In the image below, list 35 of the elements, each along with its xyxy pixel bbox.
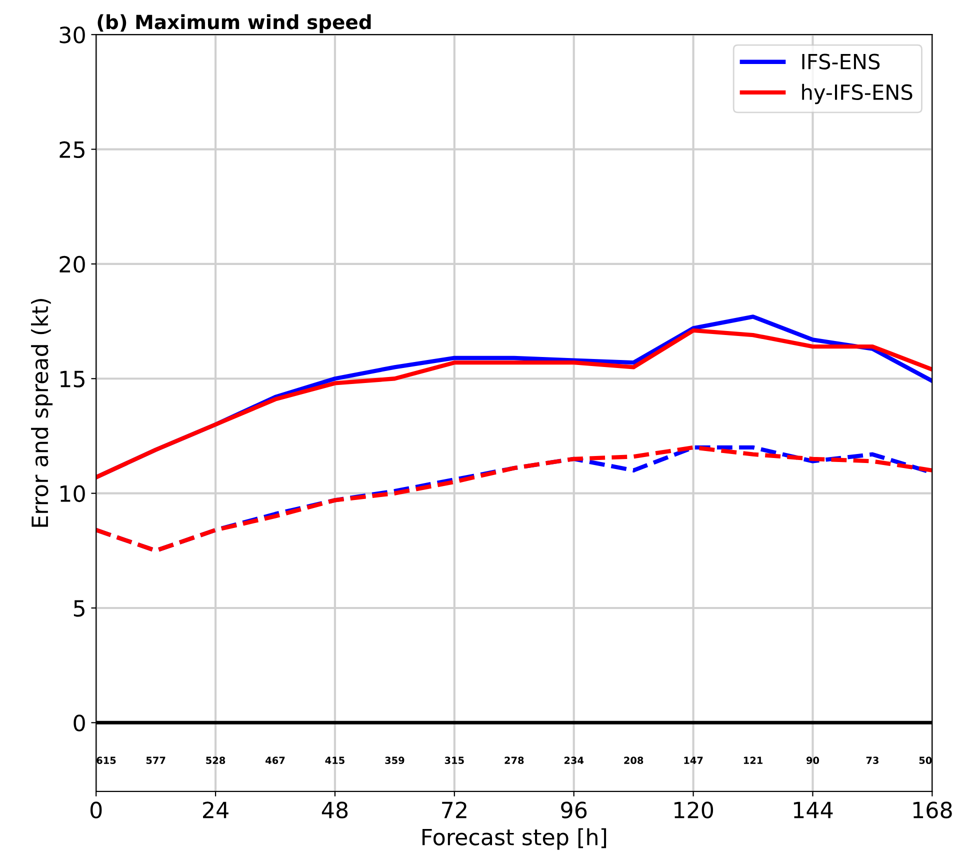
legend-label: hy-IFS-ENS [802, 84, 912, 104]
chart-title: (b) Maximum wind speed [98, 14, 371, 34]
annotation: 615 [96, 756, 116, 764]
x-tick-label: 120 [674, 802, 714, 818]
x-axis-title: Forecast step [h] [422, 828, 606, 850]
y-axis-title: Error and spread (kt) [31, 299, 53, 527]
annotation: 90 [806, 756, 820, 764]
y-tick-label: 25 [60, 141, 84, 158]
annotation: 278 [504, 756, 524, 764]
annotation: 234 [564, 756, 584, 764]
legend-label: IFS-ENS [802, 54, 880, 70]
annotation: 208 [624, 756, 644, 764]
x-tick-label: 72 [442, 802, 466, 818]
annotation: 73 [866, 756, 878, 764]
x-tick-label: 96 [561, 802, 587, 818]
annotation: 315 [444, 756, 464, 764]
y-tick-label: 30 [60, 26, 85, 44]
x-tick-label: 144 [794, 802, 833, 818]
line-series [96, 445, 932, 553]
x-tick-label: 24 [203, 802, 228, 818]
annotation: 359 [385, 756, 404, 764]
y-tick-label: 0 [74, 714, 85, 732]
annotation: 528 [206, 756, 226, 764]
annotation: 147 [684, 756, 703, 764]
y-tick-label: 10 [60, 485, 85, 502]
annotation: 121 [744, 756, 762, 764]
y-tick-label: 20 [60, 256, 85, 273]
annotation: 467 [266, 756, 285, 764]
x-tick-label: 168 [913, 802, 952, 818]
y-tick-label: 15 [60, 370, 84, 388]
annotation: 577 [146, 756, 166, 764]
x-tick-label: 48 [322, 802, 348, 818]
x-tick-label: 0 [90, 802, 102, 818]
annotation: 415 [325, 756, 344, 764]
y-tick-label: 5 [74, 600, 84, 617]
